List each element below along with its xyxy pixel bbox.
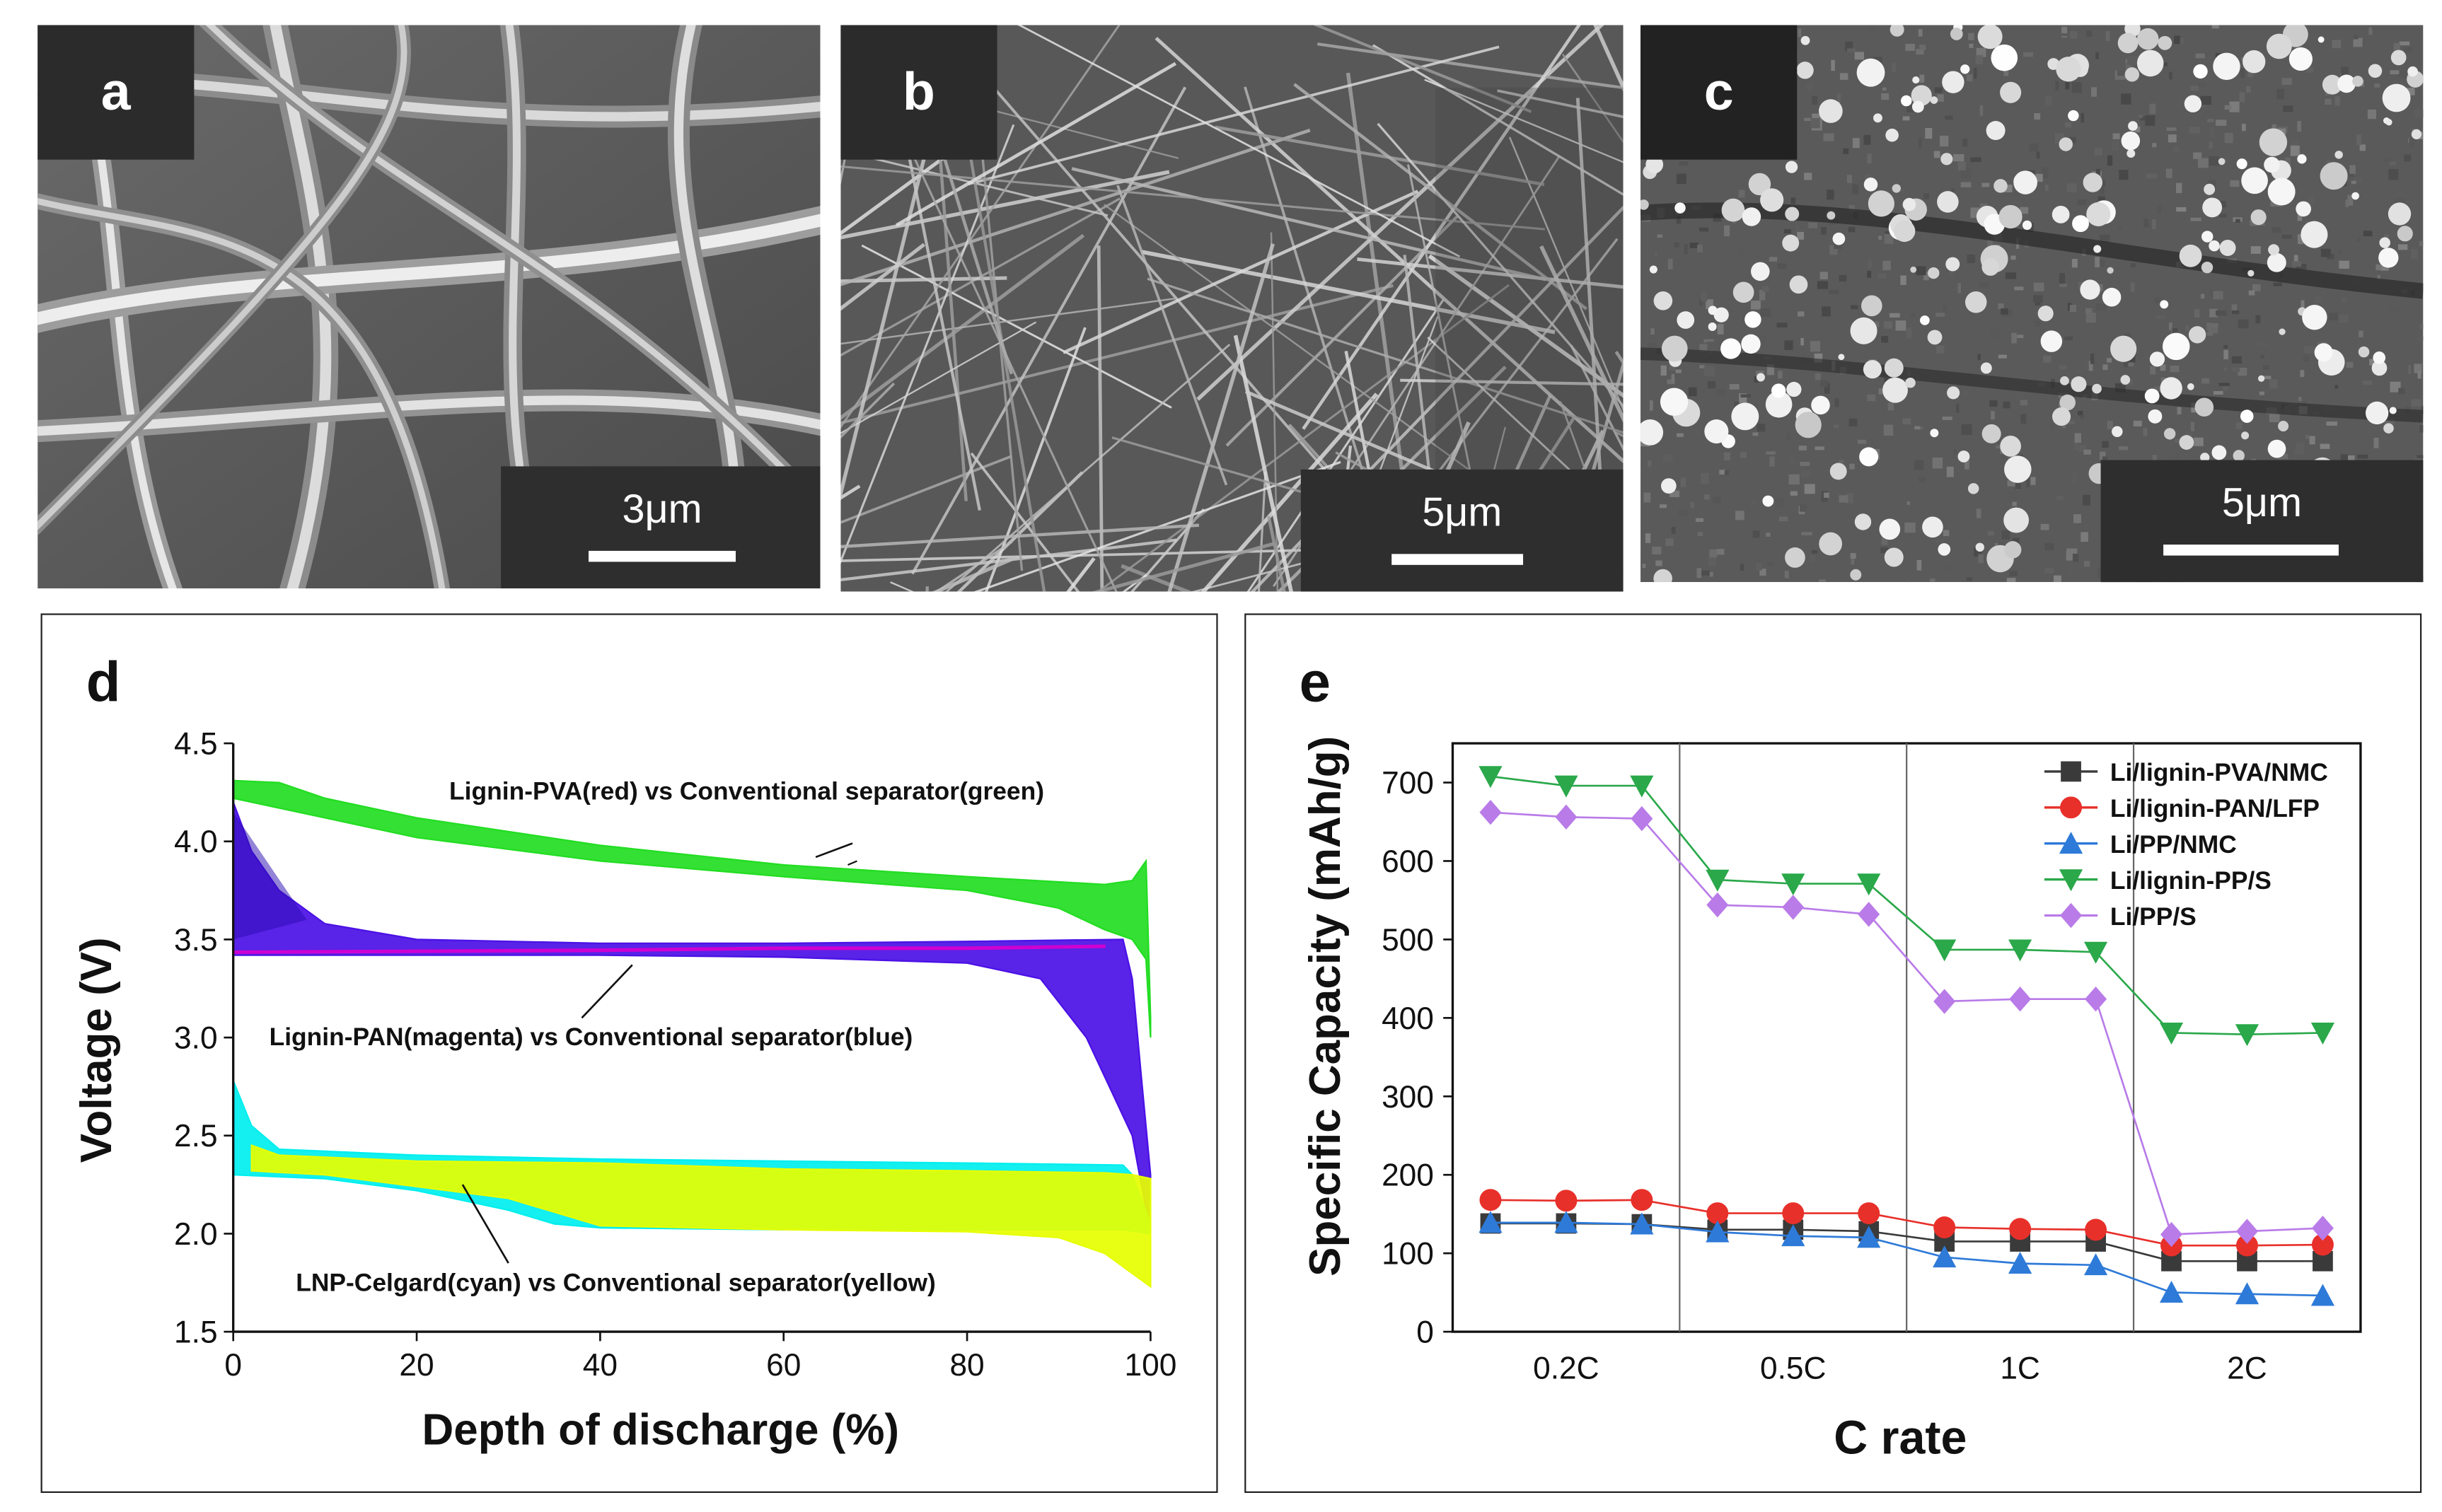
- data-point: [1933, 1216, 1955, 1238]
- sem-image-c: c 5μm: [1640, 25, 2423, 582]
- sem-image-a: a 3μm: [37, 25, 820, 588]
- y-tick-label: 400: [1382, 1001, 1434, 1036]
- legend-label: Li/lignin-PP/S: [2110, 866, 2272, 895]
- band-shade: [233, 812, 307, 939]
- x-axis-label: C rate: [1834, 1412, 1967, 1465]
- data-point: [1782, 1202, 1804, 1224]
- x-axis-label: Depth of discharge (%): [422, 1405, 899, 1454]
- y-tick-label: 1.5: [174, 1315, 218, 1350]
- x-tick-label: 60: [766, 1348, 801, 1383]
- legend-label: Li/PP/NMC: [2110, 830, 2237, 859]
- legend-label: Li/lignin-PAN/LFP: [2110, 794, 2320, 822]
- annotation-pan: Lignin-PAN(magenta) vs Conventional sepa…: [270, 1023, 913, 1051]
- scale-bar-c: [2163, 545, 2339, 555]
- scale-bar-label-b: 5μm: [1301, 488, 1624, 537]
- data-point: [1479, 800, 1501, 825]
- scale-bar-b: [1391, 554, 1523, 564]
- x-tick-label: 40: [583, 1348, 618, 1383]
- y-tick-label: 3.0: [174, 1021, 218, 1056]
- data-point: [1782, 895, 1804, 919]
- annotation-pva: Lignin-PVA(red) vs Conventional separato…: [449, 777, 1044, 806]
- x-category-label: 1C: [2000, 1351, 2040, 1385]
- annotation-lnp: LNP-Celgard(cyan) vs Conventional separa…: [296, 1269, 936, 1297]
- y-tick-label: 3.5: [174, 923, 218, 958]
- data-point: [1555, 805, 1577, 830]
- y-tick-label: 2.5: [174, 1119, 218, 1153]
- sem-image-b: b 5μm: [840, 25, 1623, 591]
- data-point: [1555, 1190, 1577, 1211]
- data-point: [2085, 1219, 2107, 1240]
- x-category-label: 0.2C: [1533, 1351, 1599, 1385]
- scale-bar-a: [589, 551, 736, 562]
- y-tick-label: 300: [1382, 1080, 1434, 1115]
- voltage-chart: 0 20 40 60 80 100 1.5 2.0 2.5 3.0 3.5 4.0 4.5 Depth o…: [42, 615, 1217, 1491]
- y-tick-label: 100: [1382, 1237, 1434, 1272]
- annotation-leader: [847, 861, 857, 865]
- x-category-label: 0.5C: [1760, 1351, 1826, 1385]
- panel-label-c: c: [1640, 25, 1797, 159]
- annotation-leader-pva: [816, 844, 852, 857]
- y-tick-label: 700: [1382, 766, 1434, 801]
- legend-marker: [2060, 903, 2082, 928]
- y-tick-label: 500: [1382, 923, 1434, 958]
- scale-bar-box-c: 5μm: [2101, 460, 2424, 583]
- data-point: [2009, 987, 2031, 1011]
- data-point: [1631, 1189, 1653, 1211]
- legend-label: Li/PP/S: [2110, 902, 2197, 931]
- y-tick-label: 4.0: [174, 825, 218, 859]
- data-point: [2085, 987, 2107, 1011]
- x-category-label: 2C: [2227, 1351, 2267, 1385]
- panel-label-b: b: [840, 25, 997, 159]
- annotation-leader-pan: [581, 965, 632, 1018]
- scale-bar-box-a: 3μm: [501, 466, 820, 588]
- data-point: [2009, 1218, 2031, 1240]
- data-point: [1858, 1202, 1880, 1224]
- scale-bar-label-c: 5μm: [2101, 479, 2424, 528]
- data-point: [2235, 1024, 2259, 1046]
- legend-marker: [2061, 762, 2081, 782]
- y-tick-label: 0: [1416, 1315, 1434, 1350]
- y-tick-label: 2.0: [174, 1217, 218, 1252]
- discharge-band: [233, 781, 1151, 1037]
- legend-marker: [2060, 796, 2082, 818]
- x-tick-label: 20: [399, 1348, 434, 1383]
- capacity-chart: 0 100 200 300 400 500 600 700 0.2C 0.5C 1C 2C C rate…: [1246, 615, 2420, 1491]
- legend-label: Li/lignin-PVA/NMC: [2110, 758, 2328, 786]
- panel-label-a: a: [37, 25, 194, 159]
- data-point: [1479, 1189, 1501, 1211]
- scale-bar-box-b: 5μm: [1301, 470, 1624, 592]
- y-tick-label: 4.5: [174, 727, 218, 762]
- y-tick-label: 600: [1382, 844, 1434, 879]
- x-tick-label: 80: [949, 1348, 984, 1383]
- y-axis-label: Voltage (V): [72, 937, 121, 1163]
- y-axis-label: Specific Capacity (mAh/g): [1301, 736, 1350, 1277]
- x-tick-label: 100: [1124, 1348, 1176, 1383]
- x-tick-label: 0: [224, 1348, 242, 1383]
- scale-bar-label-a: 3μm: [501, 485, 820, 534]
- y-tick-label: 200: [1382, 1158, 1434, 1193]
